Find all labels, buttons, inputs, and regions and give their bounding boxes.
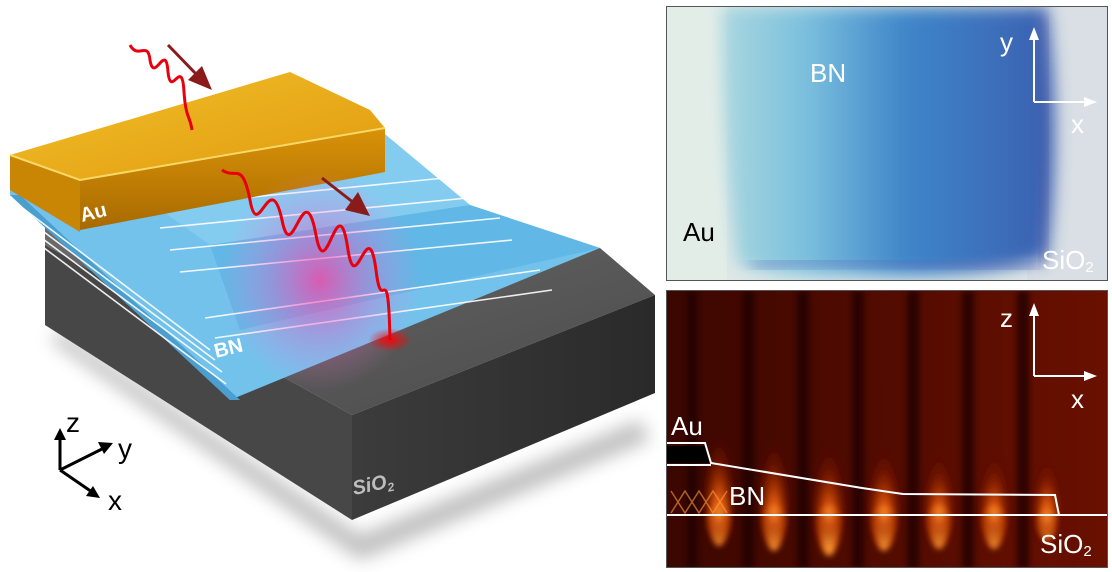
optical-gold-label: Au: [683, 217, 715, 247]
propagation-arrow-upper: [166, 43, 212, 90]
field-map-panel: Au BN SiO2 z x: [666, 290, 1108, 568]
optical-substrate-label: SiO2: [1042, 245, 1094, 276]
axis-x-label: x: [108, 485, 122, 516]
field-map: [667, 291, 1107, 567]
propagation-arrow-lower: [321, 176, 370, 216]
optical-axis-x-label: x: [1071, 109, 1084, 139]
axis-y-label: y: [118, 433, 132, 464]
coordinate-axes: [54, 428, 113, 498]
optical-image-panel: BN Au SiO2 y x: [666, 6, 1108, 281]
field-bn-label: BN: [729, 481, 766, 511]
field-map-gold-block: [667, 446, 711, 463]
field-substrate-label: SiO2: [1040, 529, 1092, 560]
incident-wave-lower: [221, 168, 392, 341]
field-axis-x-label: x: [1071, 384, 1084, 414]
optical-bn-label: BN: [810, 58, 847, 88]
structure-outline: [667, 442, 1107, 516]
incident-wave-upper: [128, 44, 194, 131]
optical-image: [667, 7, 1107, 280]
field-gold-label: Au: [671, 411, 703, 441]
gold-electrode: [9, 72, 386, 232]
axis-z-label: z: [66, 407, 80, 438]
optical-axis-y-label: y: [1000, 27, 1013, 57]
device-schematic: Au BN SiO2 z y x: [9, 43, 655, 560]
field-axis-z-label: z: [1000, 303, 1013, 333]
